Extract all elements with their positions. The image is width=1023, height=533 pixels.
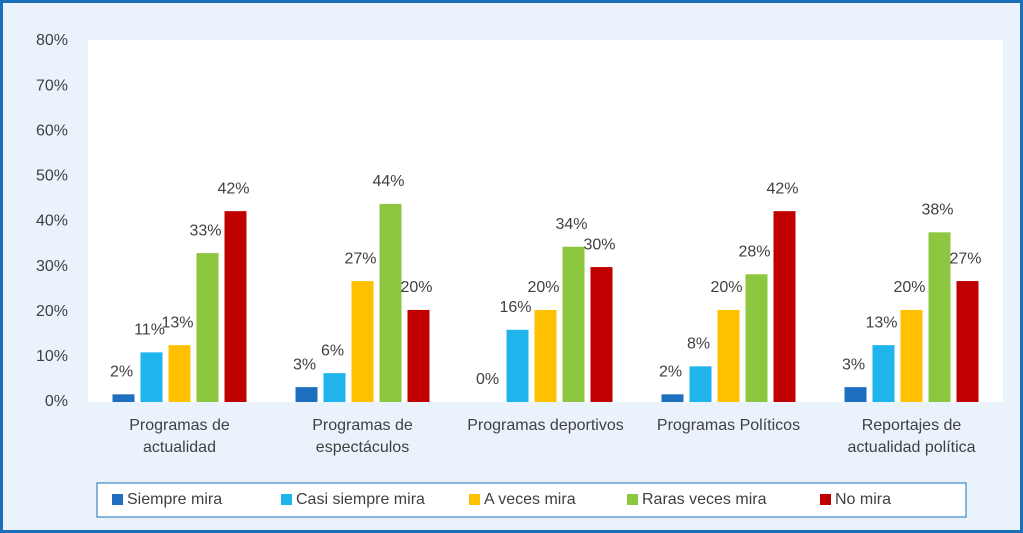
y-tick-label: 30% <box>36 258 68 275</box>
bar <box>900 309 923 402</box>
data-label: 13% <box>865 314 897 331</box>
data-label: 11% <box>134 322 165 339</box>
x-tick-label: Programas de actualidad <box>129 417 230 456</box>
y-tick-label: 20% <box>36 303 68 320</box>
y-tick-label: 10% <box>36 348 68 365</box>
data-label: 42% <box>766 180 798 197</box>
legend-label: A veces mira <box>484 491 576 508</box>
data-label: 8% <box>687 336 710 353</box>
y-tick-label: 70% <box>36 77 68 94</box>
bar <box>928 232 951 402</box>
bar <box>407 309 430 402</box>
data-label: 6% <box>321 342 344 359</box>
bar <box>295 387 318 402</box>
bar <box>112 394 135 402</box>
y-tick-label: 50% <box>36 168 68 185</box>
bar <box>351 281 374 402</box>
bar <box>323 373 346 402</box>
data-label: 3% <box>293 356 316 373</box>
data-label: 2% <box>110 364 133 381</box>
bar <box>590 267 613 402</box>
bar <box>773 211 796 402</box>
y-tick-label: 60% <box>36 122 68 139</box>
data-label: 16% <box>499 299 531 316</box>
y-tick-label: 40% <box>36 213 68 230</box>
bar <box>844 387 867 402</box>
data-label: 20% <box>710 279 742 296</box>
x-tick-label: Programas deportivos <box>467 417 624 434</box>
data-label: 44% <box>372 173 404 190</box>
data-label: 20% <box>527 279 559 296</box>
bar <box>956 281 979 402</box>
data-label: 28% <box>738 244 770 261</box>
data-label: 34% <box>555 216 587 233</box>
bar <box>661 394 684 402</box>
legend-swatch <box>281 494 292 505</box>
bar <box>168 345 191 402</box>
data-label: 20% <box>893 279 925 296</box>
bar <box>745 274 768 402</box>
data-label: 0% <box>476 371 499 388</box>
legend-swatch <box>469 494 480 505</box>
data-label: 42% <box>217 180 249 197</box>
y-tick-label: 80% <box>36 32 68 49</box>
bar <box>689 366 712 402</box>
data-label: 2% <box>659 364 682 381</box>
legend-swatch <box>820 494 831 505</box>
legend-label: Raras veces mira <box>642 491 767 508</box>
legend-label: No mira <box>835 491 891 508</box>
y-tick-label: 0% <box>45 393 68 410</box>
data-label: 13% <box>161 314 193 331</box>
bar <box>224 211 247 402</box>
x-tick-label: Programas Políticos <box>657 417 800 434</box>
bar <box>872 345 895 402</box>
legend-swatch <box>627 494 638 505</box>
data-label: 27% <box>344 250 376 267</box>
data-label: 20% <box>400 279 432 296</box>
bar <box>534 309 557 402</box>
data-label: 27% <box>949 250 981 267</box>
x-tick-label: Reportajes de actualidad política <box>847 417 975 456</box>
data-label: 30% <box>583 236 615 253</box>
bar <box>196 253 219 402</box>
bar <box>379 203 402 402</box>
legend-label: Siempre mira <box>127 491 222 508</box>
data-label: 33% <box>189 222 221 239</box>
legend-label: Casi siempre mira <box>296 491 425 508</box>
bar <box>717 309 740 402</box>
data-label: 38% <box>921 202 953 219</box>
x-tick-label: Programas de espectáculos <box>312 417 413 456</box>
legend-swatch <box>112 494 123 505</box>
bar <box>140 352 163 402</box>
bar <box>506 329 529 402</box>
data-label: 3% <box>842 356 865 373</box>
bar <box>562 246 585 402</box>
